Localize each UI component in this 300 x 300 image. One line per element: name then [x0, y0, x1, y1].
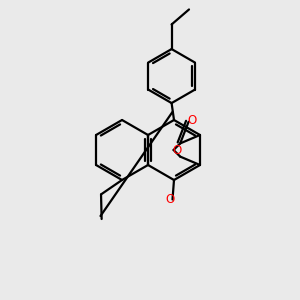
Text: O: O — [173, 143, 182, 157]
Text: O: O — [188, 114, 197, 127]
Text: O: O — [166, 193, 175, 206]
